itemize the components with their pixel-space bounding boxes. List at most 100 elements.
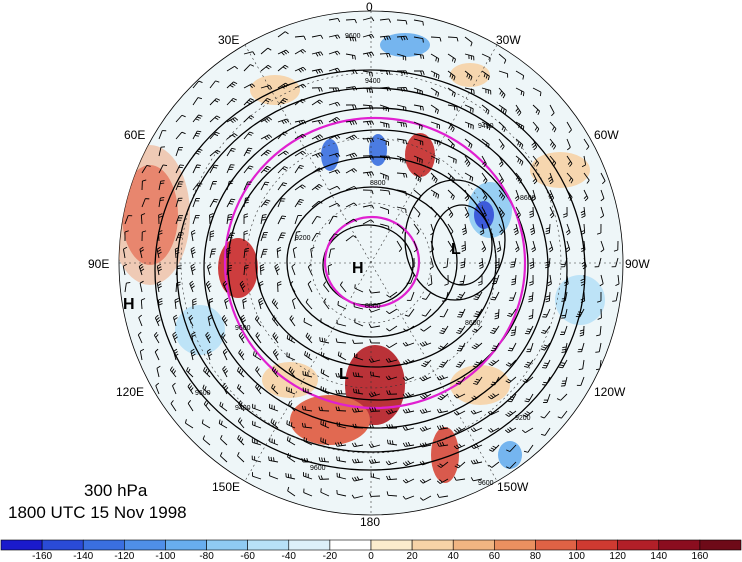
lon-label-180: 180 bbox=[360, 515, 380, 529]
wind-barb-flag bbox=[263, 215, 267, 216]
wind-barb-flag bbox=[160, 183, 164, 184]
colorbar-swatch bbox=[371, 540, 412, 550]
contour-label: 9600 bbox=[310, 465, 326, 472]
contour-label: 9600 bbox=[235, 325, 251, 332]
wind-barb-flag bbox=[245, 202, 249, 203]
wind-barb-flag bbox=[562, 347, 566, 348]
wind-barb bbox=[584, 292, 585, 301]
wind-barb-flag bbox=[372, 72, 373, 76]
wind-barb-flag bbox=[370, 372, 371, 376]
colorbar-swatch bbox=[248, 540, 289, 550]
colorbar-swatch bbox=[1, 540, 42, 550]
wind-barb-flag bbox=[163, 165, 167, 166]
pressure-level-title: 300 hPa bbox=[84, 481, 147, 501]
wind-barb-flag bbox=[543, 382, 547, 383]
colorbar-tick-label: -40 bbox=[274, 551, 304, 562]
colorbar-swatch bbox=[42, 540, 83, 550]
lon-label-90w: 90W bbox=[625, 257, 650, 271]
wind-barb-flag bbox=[434, 73, 435, 77]
contour-label: 8600 bbox=[465, 320, 481, 327]
wind-barb-flag bbox=[436, 159, 437, 163]
colorbar-swatch bbox=[453, 540, 494, 550]
wind-barb-flag bbox=[542, 385, 546, 386]
wind-barb-flag bbox=[304, 318, 305, 322]
wind-barb-flag bbox=[358, 389, 359, 393]
wind-barb-flag bbox=[562, 349, 566, 350]
wind-barb-flag bbox=[542, 368, 546, 369]
colorbar-tick-label: -140 bbox=[68, 551, 98, 562]
colorbar-swatch bbox=[83, 540, 124, 550]
contour-label: 9600 bbox=[195, 390, 211, 397]
wind-barb-flag bbox=[439, 160, 440, 164]
wind-barb-flag bbox=[459, 346, 463, 347]
wind-barb bbox=[380, 53, 389, 54]
wind-barb-flag bbox=[338, 301, 339, 305]
wind-barb-flag bbox=[420, 106, 421, 110]
colorbar-tick-label: 60 bbox=[479, 551, 509, 562]
colorbar-tick-label: -80 bbox=[192, 551, 222, 562]
wind-barb-flag bbox=[423, 107, 424, 111]
colorbar bbox=[1, 540, 741, 550]
contour-label: 8800 bbox=[365, 303, 381, 310]
wind-barb-flag bbox=[562, 352, 566, 353]
wind-barb-flag bbox=[543, 365, 547, 366]
colorbar-swatch bbox=[659, 540, 700, 550]
colorbar-tick-label: -160 bbox=[27, 551, 57, 562]
wind-barb-flag bbox=[544, 363, 548, 364]
lon-label-90e: 90E bbox=[88, 257, 109, 271]
contour-label: 9400 bbox=[478, 123, 494, 130]
wind-barb-flag bbox=[274, 457, 275, 461]
wind-barb-flag bbox=[271, 457, 272, 461]
colorbar-swatch bbox=[330, 540, 371, 550]
wind-barb-flag bbox=[197, 165, 201, 166]
colorbar-tick-label: -60 bbox=[233, 551, 263, 562]
wind-barb-flag bbox=[423, 22, 424, 26]
wind-barb-flag bbox=[161, 181, 165, 182]
high-pressure-center: H bbox=[123, 296, 135, 314]
wind-barb-flag bbox=[245, 200, 249, 201]
colorbar-tick-label: 140 bbox=[644, 551, 674, 562]
wind-barb-flag bbox=[356, 389, 357, 393]
wind-barb-flag bbox=[562, 298, 566, 299]
time-title: 1800 UTC 15 Nov 1998 bbox=[8, 503, 187, 523]
contour-label: 9600 bbox=[478, 480, 494, 487]
contour-label: 9600 bbox=[345, 33, 361, 40]
colorbar-tick-label: 20 bbox=[397, 551, 427, 562]
contour-label: 8800 bbox=[370, 180, 386, 187]
wind-barb-flag bbox=[230, 235, 234, 236]
wind-barb bbox=[431, 37, 440, 38]
low-pressure-center: L bbox=[451, 241, 461, 259]
colorbar-tick-label: 40 bbox=[438, 551, 468, 562]
colorbar-tick-label: -20 bbox=[315, 551, 345, 562]
wind-barb-flag bbox=[458, 348, 462, 349]
wind-barb-flag bbox=[352, 55, 353, 59]
wind-barb-flag bbox=[339, 457, 340, 461]
colorbar-swatch bbox=[124, 540, 165, 550]
wind-barb-flag bbox=[353, 389, 354, 393]
lon-label-60w: 60W bbox=[594, 128, 619, 142]
wind-barb-flag bbox=[296, 231, 300, 232]
colorbar-swatch bbox=[535, 540, 576, 550]
lon-label-120e: 120E bbox=[116, 385, 144, 399]
high-pressure-center: H bbox=[352, 260, 364, 278]
colorbar-swatch bbox=[494, 540, 535, 550]
wind-barb-flag bbox=[373, 372, 374, 376]
lon-label-0: 0 bbox=[366, 0, 373, 14]
lon-label-150e: 150E bbox=[212, 480, 240, 494]
low-pressure-center: L bbox=[339, 366, 349, 384]
wind-barb-flag bbox=[262, 220, 266, 221]
wind-barb-flag bbox=[438, 75, 439, 79]
wind-barb-flag bbox=[262, 217, 266, 218]
colorbar-swatch bbox=[700, 540, 741, 550]
wind-barb-flag bbox=[369, 72, 370, 76]
lon-label-60e: 60E bbox=[124, 128, 145, 142]
contour-label: 9400 bbox=[235, 405, 251, 412]
wind-barb-flag bbox=[457, 350, 461, 351]
colorbar-swatch bbox=[207, 540, 248, 550]
lon-label-120w: 120W bbox=[594, 385, 625, 399]
wind-barb-flag bbox=[245, 198, 249, 199]
wind-barb-flag bbox=[229, 237, 233, 238]
wind-barb bbox=[346, 19, 355, 20]
wind-barb-flag bbox=[179, 167, 183, 168]
